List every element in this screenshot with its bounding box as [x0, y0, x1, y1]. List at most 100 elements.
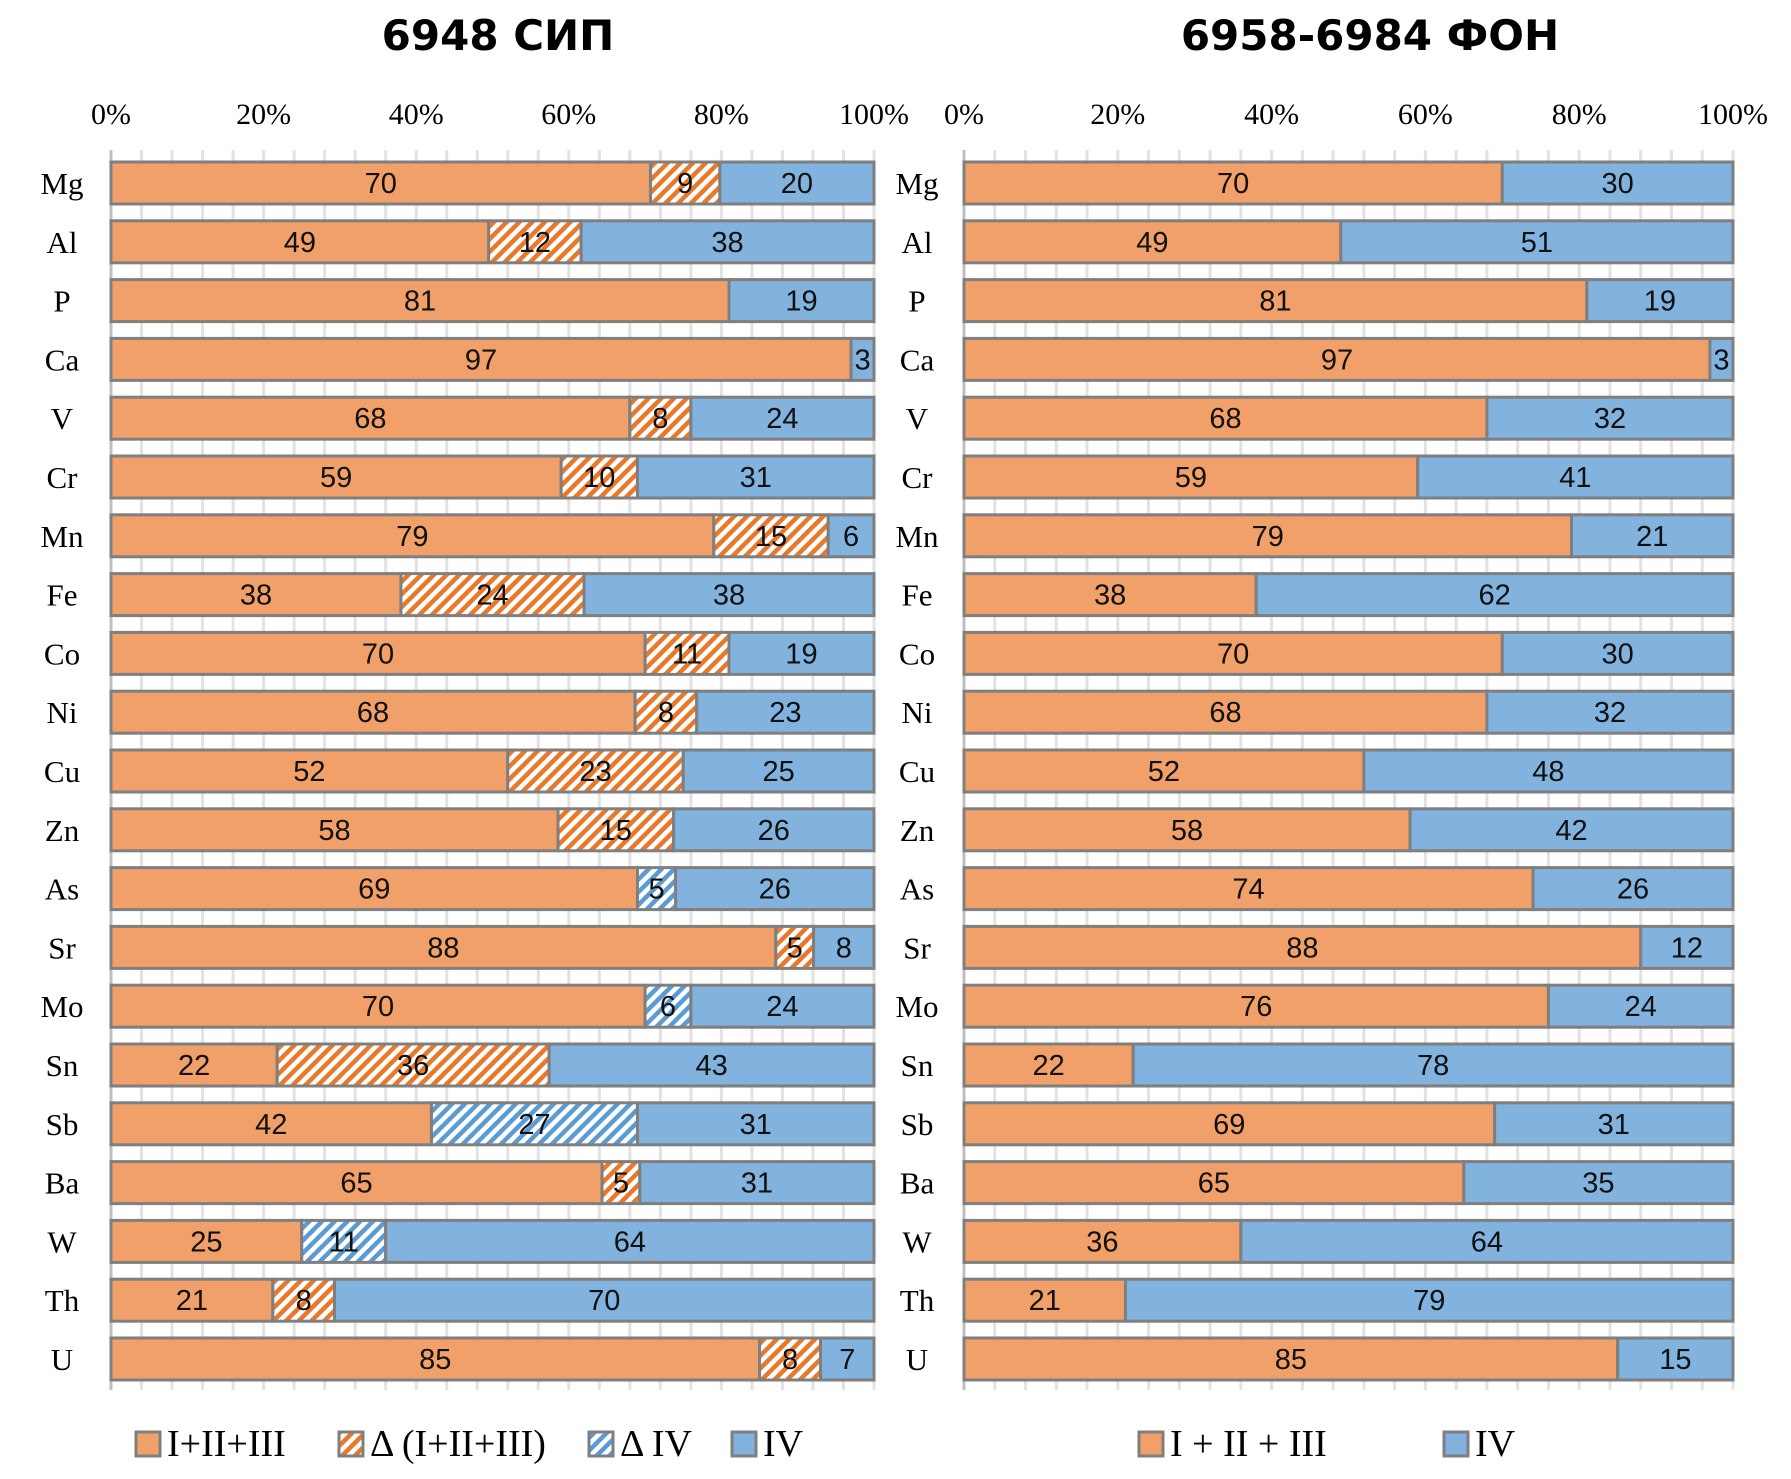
x-tick-label: 0% — [91, 98, 131, 131]
bar-row-p: 81 19 — [109, 278, 876, 324]
bar-segment-solid-blue — [1362, 748, 1735, 794]
bar-row-ca: 97 3 — [962, 336, 1735, 382]
data-label: 11 — [672, 638, 702, 670]
category-label: P — [53, 284, 70, 319]
bar-segment-solid-blue — [582, 572, 876, 618]
legend-swatch — [587, 1430, 615, 1458]
legend-item: IV — [730, 1423, 804, 1465]
bar-segment-solid-blue — [695, 689, 876, 735]
bar-segment-solid-orange — [962, 336, 1712, 382]
data-label: 41 — [1559, 462, 1591, 494]
legend-item: IV — [1442, 1423, 1516, 1465]
bar-segment-solid-blue — [812, 924, 876, 970]
category-label: Ba — [900, 1166, 935, 1201]
bar-segment-solid-blue — [1416, 454, 1735, 500]
bar-row-mo: 76 24 — [962, 983, 1735, 1029]
category-label: Sn — [901, 1048, 934, 1083]
category-label: Cr — [47, 460, 79, 495]
bar-segment-hatched-orange — [648, 160, 722, 206]
bar-row-al: 49 51 — [962, 219, 1735, 265]
data-label: 7 — [839, 1344, 855, 1376]
bar-segment-solid-orange — [962, 924, 1643, 970]
bar-row-as: 69 5 26 — [109, 866, 876, 912]
data-label: 22 — [1032, 1050, 1064, 1082]
bar-segment-solid-blue — [1531, 866, 1735, 912]
data-label: 8 — [652, 403, 668, 435]
data-label: 25 — [190, 1226, 222, 1258]
category-label: Ba — [45, 1166, 80, 1201]
category-label: Mg — [40, 166, 83, 201]
data-label: 70 — [588, 1285, 620, 1317]
bar-row-al: 49 12 38 — [109, 219, 876, 265]
bar-row-ba: 65 5 31 — [109, 1160, 876, 1206]
category-label: Fe — [902, 578, 933, 613]
data-label: 32 — [1594, 697, 1626, 729]
x-tick-label: 100% — [1698, 98, 1768, 131]
bar-segment-solid-blue — [1485, 395, 1735, 441]
category-label: Sn — [46, 1048, 79, 1083]
bar-segment-hatched-orange — [774, 924, 816, 970]
bar-segment-solid-orange — [962, 807, 1412, 853]
bar-segment-solid-orange — [962, 454, 1420, 500]
bar-row-u: 85 8 7 — [109, 1336, 876, 1382]
bar-row-ca: 97 3 — [109, 336, 876, 382]
bar-row-sr: 88 12 — [962, 924, 1735, 970]
bar-row-as: 74 26 — [962, 866, 1735, 912]
data-label: 30 — [1602, 638, 1634, 670]
legend-item: Δ (I+II+III) — [337, 1423, 546, 1465]
bar-segment-solid-blue — [689, 395, 876, 441]
data-label: 58 — [318, 815, 350, 847]
data-label: 38 — [240, 580, 272, 612]
data-label: 76 — [1240, 991, 1272, 1023]
bar-segment-solid-orange — [109, 1101, 433, 1147]
data-label: 70 — [365, 168, 397, 200]
bar-segment-solid-orange — [109, 513, 716, 559]
data-label: 22 — [178, 1050, 210, 1082]
bar-segment-solid-blue — [849, 336, 876, 382]
data-label: 26 — [758, 815, 790, 847]
bar-row-sr: 88 5 8 — [109, 924, 876, 970]
bar-segment-solid-blue — [635, 454, 876, 500]
x-tick-label: 60% — [541, 98, 596, 131]
category-label: As — [45, 872, 79, 907]
bar-segment-solid-blue — [1339, 219, 1735, 265]
category-label: U — [906, 1342, 928, 1377]
data-label: 51 — [1521, 227, 1553, 259]
bar-segment-solid-blue — [1585, 278, 1735, 324]
category-label: W — [902, 1224, 932, 1259]
bar-segment-hatched-blue — [300, 1218, 388, 1264]
data-label: 97 — [1321, 344, 1353, 376]
data-label: 31 — [740, 1109, 772, 1141]
data-label: 70 — [362, 638, 394, 670]
data-label: 42 — [1555, 815, 1587, 847]
data-label: 85 — [1275, 1344, 1307, 1376]
bar-segment-solid-blue — [1254, 572, 1735, 618]
data-label: 35 — [1582, 1168, 1614, 1200]
data-label: 52 — [1148, 756, 1180, 788]
data-label: 24 — [766, 991, 798, 1023]
data-label: 8 — [836, 932, 852, 964]
data-label: 70 — [362, 991, 394, 1023]
data-label: 65 — [1198, 1168, 1230, 1200]
data-label: 19 — [785, 286, 817, 318]
bar-segment-hatched-blue — [429, 1101, 639, 1147]
data-label: 81 — [404, 286, 436, 318]
category-label: Sb — [901, 1107, 934, 1142]
legend-label: Δ (I+II+III) — [370, 1423, 546, 1465]
data-label: 26 — [1617, 874, 1649, 906]
bar-segment-solid-orange — [962, 630, 1504, 676]
legend-item: I+II+III — [134, 1423, 286, 1465]
bar-row-w: 25 11 64 — [109, 1218, 876, 1264]
data-label: 31 — [740, 462, 772, 494]
bar-segment-hatched-orange — [628, 395, 693, 441]
bar-segment-hatched-orange — [600, 1160, 642, 1206]
bar-segment-solid-blue — [1408, 807, 1735, 853]
bar-segment-hatched-orange — [758, 1336, 823, 1382]
bar-row-cu: 52 23 25 — [109, 748, 876, 794]
legend-swatch — [134, 1430, 162, 1458]
legend-swatch — [1137, 1430, 1165, 1458]
bar-segment-solid-orange — [962, 1218, 1243, 1264]
data-label: 23 — [769, 697, 801, 729]
category-label: As — [900, 872, 934, 907]
data-label: 88 — [1286, 932, 1318, 964]
